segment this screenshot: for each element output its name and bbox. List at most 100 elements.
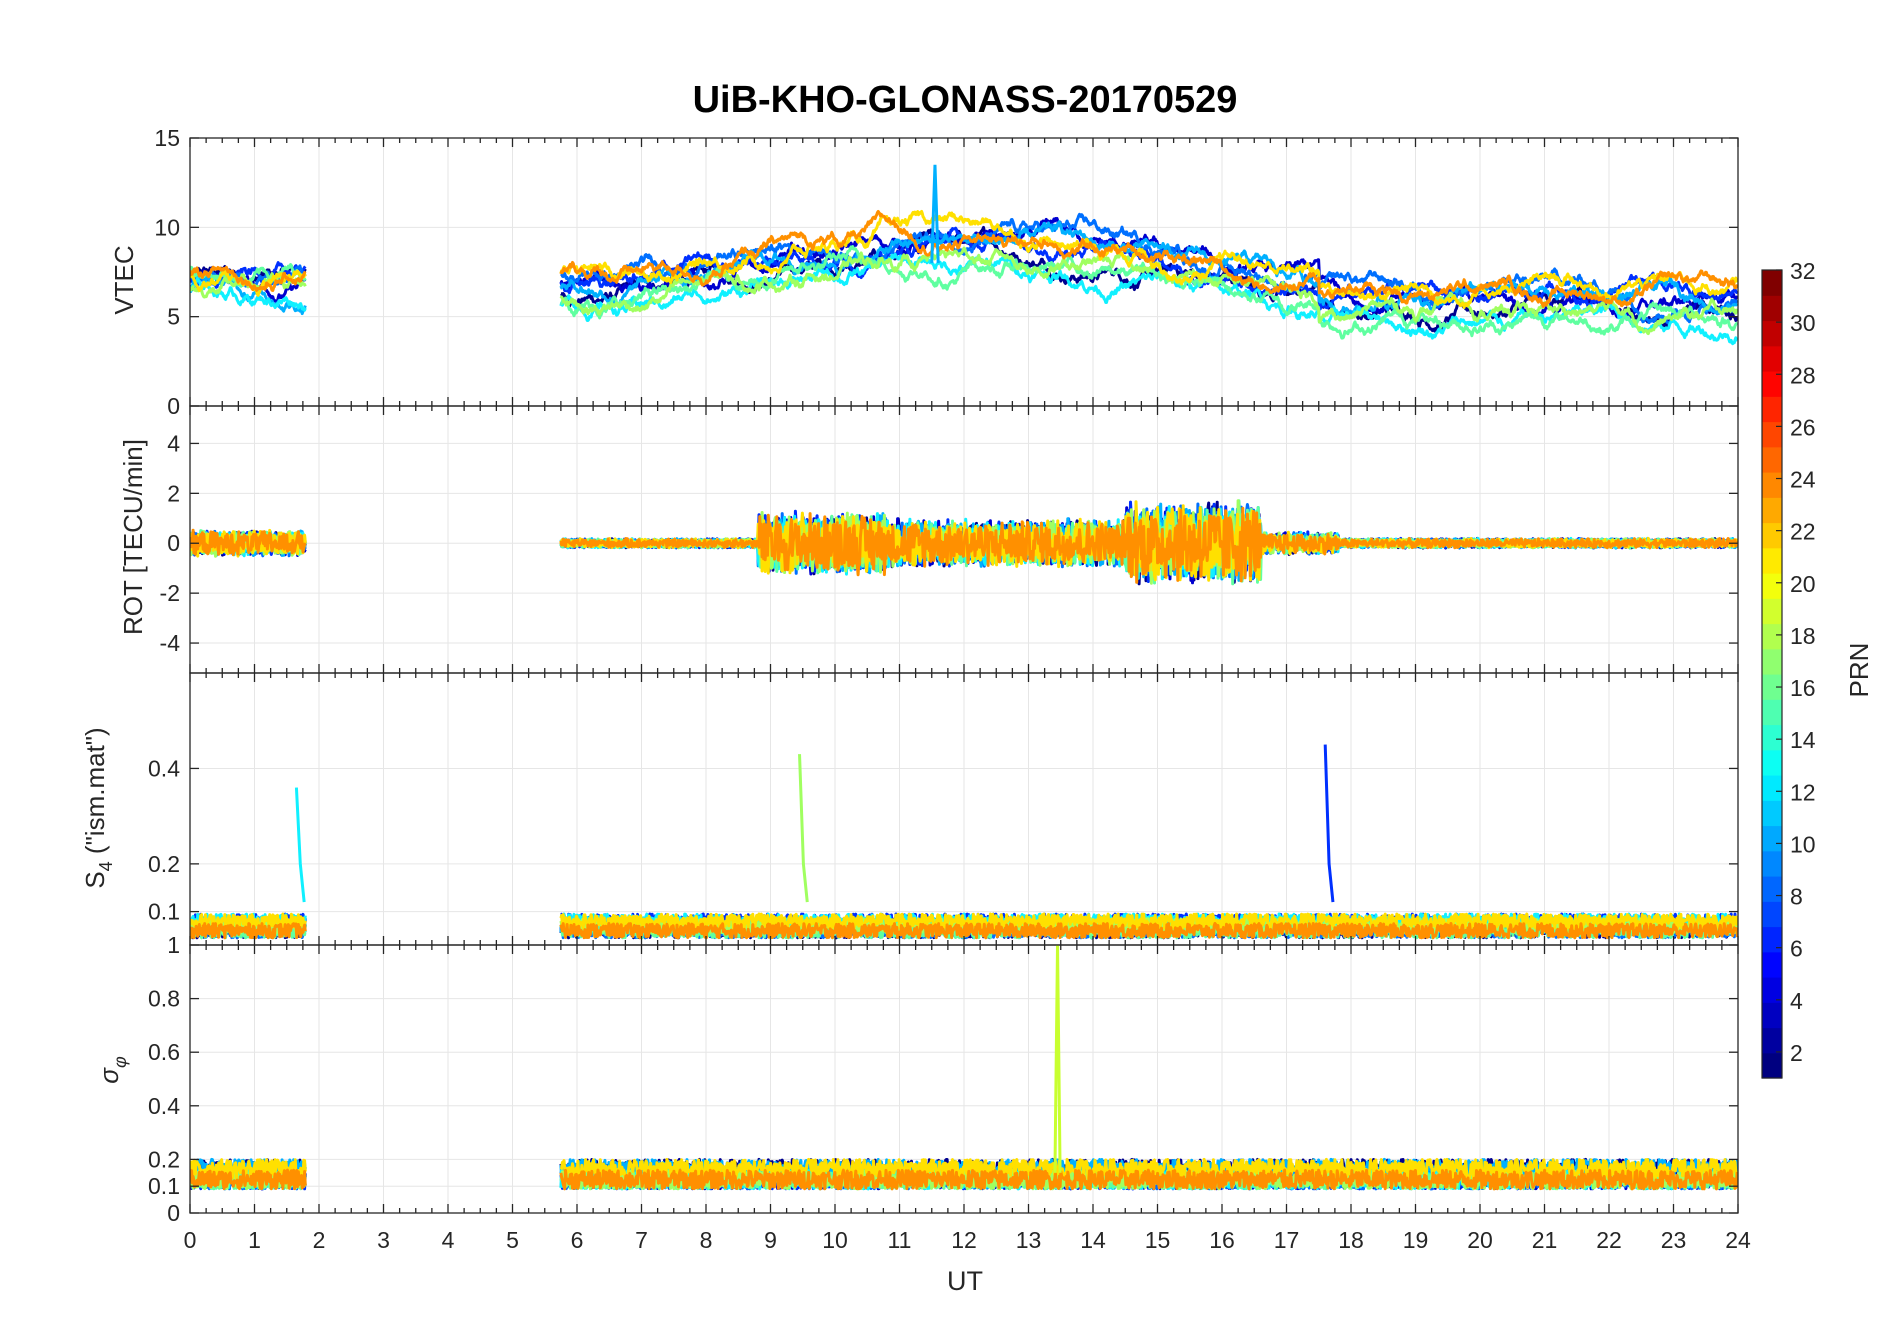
colorbar-cell-2 bbox=[1762, 1027, 1782, 1054]
series-prn-23-seg-1 bbox=[559, 506, 1738, 584]
ytick-label-3-2: 0.2 bbox=[148, 1146, 180, 1172]
colorbar-tick-label-5: 12 bbox=[1790, 779, 1816, 805]
ytick-label-3-5: 0.8 bbox=[148, 986, 180, 1012]
colorbar-tick-label-12: 26 bbox=[1790, 414, 1816, 440]
xtick-label-17: 17 bbox=[1274, 1227, 1300, 1253]
colorbar-tick-label-6: 14 bbox=[1790, 727, 1816, 753]
ytick-label-2-1: 0.2 bbox=[148, 851, 180, 877]
series-prn-23-seg-0 bbox=[190, 922, 307, 940]
colorbar-cell-25 bbox=[1762, 446, 1782, 473]
ytick-label-0-0: 0 bbox=[167, 393, 180, 419]
colorbar-cell-4 bbox=[1762, 977, 1782, 1003]
xtick-label-2: 2 bbox=[313, 1227, 326, 1253]
panel-sigma-phi-ylabel: σφ bbox=[94, 1056, 130, 1084]
colorbar-cell-31 bbox=[1762, 295, 1782, 322]
xtick-label-9: 9 bbox=[764, 1227, 777, 1253]
xtick-label-12: 12 bbox=[951, 1227, 977, 1253]
panel-3-series bbox=[190, 945, 1738, 1191]
xtick-label-20: 20 bbox=[1467, 1227, 1493, 1253]
colorbar-tick-label-1: 4 bbox=[1790, 988, 1803, 1014]
colorbar-frame bbox=[1761, 269, 1783, 1079]
panel-rot: ROT [TECU/min] -4 -2 0 2 4 bbox=[118, 405, 1739, 674]
colorbar-cell-22 bbox=[1762, 522, 1782, 549]
colorbar-tick-label-13: 28 bbox=[1790, 362, 1816, 388]
xtick-label-22: 22 bbox=[1596, 1227, 1622, 1253]
series-prn-23-seg-0 bbox=[190, 265, 307, 292]
colorbar-tick-label-7: 16 bbox=[1790, 675, 1816, 701]
xtick-label-5: 5 bbox=[506, 1227, 519, 1253]
colorbar-cell-16 bbox=[1762, 674, 1782, 700]
ytick-label-2-2: 0.4 bbox=[148, 755, 180, 781]
colorbar-cell-1 bbox=[1762, 1052, 1782, 1079]
colorbar-cell-24 bbox=[1762, 472, 1782, 498]
series-prn-12-seg-0 bbox=[190, 276, 307, 312]
colorbar-cell-5 bbox=[1762, 951, 1782, 978]
xtick-label-24: 24 bbox=[1725, 1227, 1751, 1253]
colorbar-tick-label-14: 30 bbox=[1790, 310, 1816, 336]
x-axis-label: UT bbox=[947, 1266, 983, 1296]
s4-spike-0 bbox=[294, 787, 306, 903]
colorbar-cell-14 bbox=[1762, 724, 1782, 751]
xtick-label-1: 1 bbox=[248, 1227, 261, 1253]
series-prn-20-seg-0 bbox=[190, 912, 307, 930]
colorbar-tick-label-4: 10 bbox=[1790, 831, 1816, 857]
xtick-label-15: 15 bbox=[1145, 1227, 1171, 1253]
xtick-label-14: 14 bbox=[1080, 1227, 1106, 1253]
colorbar-cell-21 bbox=[1762, 547, 1782, 574]
xtick-label-16: 16 bbox=[1209, 1227, 1235, 1253]
colorbar-label: PRN bbox=[1844, 643, 1874, 698]
series-prn-23-seg-0 bbox=[190, 528, 307, 557]
colorbar-tick-label-0: 2 bbox=[1790, 1040, 1803, 1066]
colorbar-tick-label-3: 8 bbox=[1790, 884, 1803, 910]
ytick-label-3-1: 0.1 bbox=[148, 1173, 180, 1199]
ytick-label-1-0: -4 bbox=[160, 630, 181, 656]
colorbar-cell-32 bbox=[1762, 270, 1782, 296]
ytick-label-3-3: 0.4 bbox=[148, 1093, 180, 1119]
vtec-peak bbox=[930, 164, 940, 264]
ytick-label-1-1: -2 bbox=[160, 580, 180, 606]
ytick-label-3-4: 0.6 bbox=[148, 1039, 180, 1065]
ytick-label-0-3: 15 bbox=[154, 125, 180, 151]
ytick-label-3-0: 0 bbox=[167, 1200, 180, 1226]
series-prn-23-seg-0 bbox=[190, 1168, 307, 1191]
xtick-label-21: 21 bbox=[1532, 1227, 1558, 1253]
colorbar-cell-18 bbox=[1762, 623, 1782, 650]
colorbar-cell-29 bbox=[1762, 345, 1782, 372]
x-axis: 0 1 2 3 4 5 6 7 8 9 10 11 12 13 14 15 16 17 18 19 20 21 22 23 24 bbox=[184, 1227, 1751, 1253]
xtick-label-8: 8 bbox=[700, 1227, 713, 1253]
colorbar-cell-27 bbox=[1762, 396, 1782, 423]
ytick-label-1-4: 4 bbox=[167, 430, 180, 456]
colorbar-cell-20 bbox=[1762, 573, 1782, 599]
colorbar-cell-13 bbox=[1762, 749, 1782, 776]
colorbar-cell-11 bbox=[1762, 800, 1782, 827]
series-prn-23-seg-1 bbox=[559, 1168, 1738, 1191]
xtick-label-23: 23 bbox=[1661, 1227, 1687, 1253]
colorbar-cell-19 bbox=[1762, 598, 1782, 625]
panel-s4-ylabel: S4 ("ism.mat") bbox=[80, 727, 116, 888]
xtick-label-6: 6 bbox=[571, 1227, 584, 1253]
colorbar-cell-15 bbox=[1762, 699, 1782, 726]
colorbar-cell-28 bbox=[1762, 371, 1782, 397]
xtick-label-19: 19 bbox=[1403, 1227, 1429, 1253]
colorbar-cell-6 bbox=[1762, 926, 1782, 953]
colorbar-cell-7 bbox=[1762, 901, 1782, 928]
xtick-label-11: 11 bbox=[888, 1227, 912, 1253]
colorbar-tick-label-8: 18 bbox=[1790, 623, 1816, 649]
panel-sigma-phi: σφ 00.10.2 0.4 0.6 0.8 1 bbox=[94, 932, 1739, 1226]
colorbar-tick-label-15: 32 bbox=[1790, 258, 1816, 284]
series-prn-23-seg-1 bbox=[559, 922, 1738, 940]
colorbar-tick-label-11: 24 bbox=[1790, 467, 1816, 493]
colorbar-cell-8 bbox=[1762, 876, 1782, 902]
ytick-label-2-0: 0.1 bbox=[148, 899, 180, 925]
ytick-label-1-2: 0 bbox=[167, 530, 180, 556]
xtick-label-4: 4 bbox=[442, 1227, 455, 1253]
xtick-label-13: 13 bbox=[1016, 1227, 1042, 1253]
s4-spike-1 bbox=[798, 754, 809, 903]
colorbar-cell-3 bbox=[1762, 1002, 1782, 1029]
xtick-label-0: 0 bbox=[184, 1227, 197, 1253]
colorbar-cell-9 bbox=[1762, 850, 1782, 877]
xtick-label-7: 7 bbox=[635, 1227, 648, 1253]
s4-spike-2 bbox=[1323, 744, 1335, 903]
